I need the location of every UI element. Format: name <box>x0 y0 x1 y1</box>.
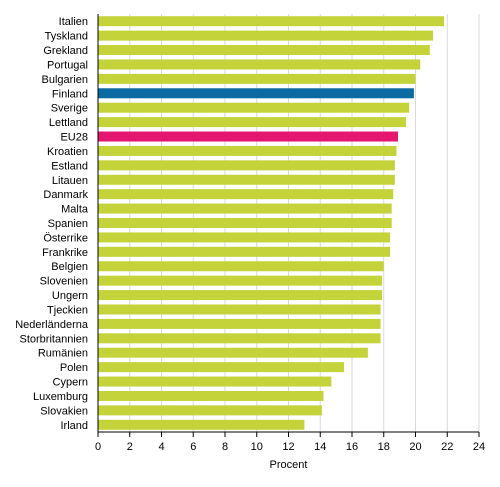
category-label: Grekland <box>43 45 88 57</box>
category-label: Litauen <box>52 175 88 187</box>
bar <box>98 117 406 128</box>
category-label: Bulgarien <box>42 74 88 86</box>
bar <box>98 318 381 329</box>
category-labels: Italien Tyskland Grekland Portugal Bulgarien… <box>15 16 89 432</box>
bar <box>98 246 391 257</box>
x-tick-label: 18 <box>378 441 390 453</box>
bar <box>98 45 430 56</box>
category-label: Österrike <box>43 232 88 244</box>
category-label: Malta <box>61 204 89 216</box>
bar <box>98 160 395 171</box>
category-label: Slovenien <box>40 276 88 288</box>
bar <box>98 73 416 84</box>
x-tick-label: 0 <box>95 441 101 453</box>
bar <box>98 131 399 142</box>
bar <box>98 304 381 315</box>
category-label: Cypern <box>53 377 88 389</box>
category-label: Belgien <box>51 261 88 273</box>
bar <box>98 362 345 373</box>
category-label: Nederländerna <box>15 319 89 331</box>
category-label: Slovakien <box>40 405 88 417</box>
bar <box>98 347 368 358</box>
bar <box>98 102 410 113</box>
x-tick-label: 8 <box>222 441 228 453</box>
bar <box>98 376 332 387</box>
bar <box>98 419 305 430</box>
category-label: Tjeckien <box>47 304 88 316</box>
x-axis: 0 2 4 6 8 10 12 14 16 18 20 22 24 <box>95 14 485 453</box>
bars <box>98 16 445 430</box>
x-tick-label: 2 <box>127 441 133 453</box>
bar <box>98 88 414 99</box>
bar <box>98 189 394 200</box>
category-label: Finland <box>52 88 88 100</box>
category-label: Sverige <box>51 103 88 115</box>
bar <box>98 290 383 301</box>
bar <box>98 261 384 272</box>
x-axis-title: Procent <box>270 459 308 471</box>
category-label: Italien <box>59 16 88 28</box>
category-label: Rumänien <box>38 348 88 360</box>
bar <box>98 16 445 27</box>
bar <box>98 30 433 41</box>
category-label: Lettland <box>49 117 88 129</box>
category-label: Ungern <box>52 290 88 302</box>
category-label: Polen <box>60 362 88 374</box>
category-label: Spanien <box>48 218 88 230</box>
category-label: Tyskland <box>45 31 88 43</box>
category-label: Frankrike <box>42 247 88 259</box>
x-tick-label: 24 <box>473 441 485 453</box>
category-label: Danmark <box>43 189 88 201</box>
x-tick-label: 22 <box>441 441 453 453</box>
bar <box>98 174 395 185</box>
category-label: Luxemburg <box>33 391 88 403</box>
x-tick-label: 12 <box>282 441 294 453</box>
x-tick-label: 4 <box>158 441 164 453</box>
category-label: Estland <box>51 160 88 172</box>
bar <box>98 390 324 401</box>
bar <box>98 203 392 214</box>
x-tick-label: 6 <box>190 441 196 453</box>
category-label: EU28 <box>60 132 88 144</box>
x-tick-label: 16 <box>346 441 358 453</box>
bar <box>98 232 391 243</box>
x-tick-label: 14 <box>314 441 326 453</box>
x-tick-label: 10 <box>251 441 263 453</box>
bar <box>98 145 397 156</box>
bar <box>98 275 383 286</box>
category-label: Portugal <box>47 59 88 71</box>
bar <box>98 59 421 70</box>
bar <box>98 218 392 228</box>
x-tick-label: 20 <box>409 441 421 453</box>
bar <box>98 405 322 416</box>
category-label: Irland <box>60 420 88 432</box>
category-label: Kroatien <box>47 146 88 158</box>
category-label: Storbritannien <box>20 333 89 345</box>
bar <box>98 333 381 344</box>
